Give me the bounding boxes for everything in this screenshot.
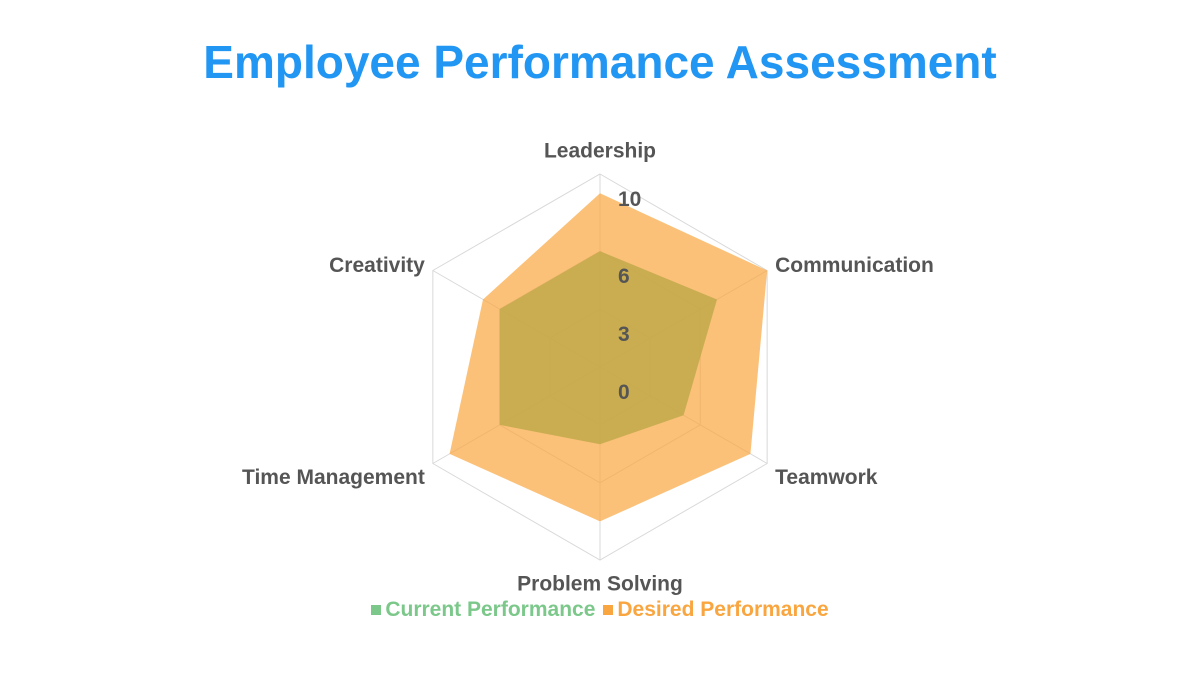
axis-label-problem-solving: Problem Solving [517, 573, 683, 596]
chart-title: Employee Performance Assessment [203, 36, 997, 88]
axis-label-creativity: Creativity [329, 254, 425, 277]
legend: Current Performance Desired Performance [0, 597, 1200, 623]
tick-label: 0 [618, 381, 630, 404]
axis-label-leadership: Leadership [544, 140, 656, 163]
axis-label-teamwork: Teamwork [775, 466, 878, 489]
legend-item-current-performance[interactable]: Current Performance [371, 597, 595, 623]
tick-label: 10 [618, 188, 641, 211]
radar-axis-labels: Leadership Communication Teamwork Problem S… [242, 140, 934, 596]
legend-item-desired-performance[interactable]: Desired Performance [603, 597, 829, 623]
tick-label: 6 [618, 265, 630, 288]
radar-tick-labels: 0 3 6 10 [618, 188, 641, 404]
axis-label-time-management: Time Management [242, 466, 425, 489]
axis-label-communication: Communication [775, 254, 934, 277]
legend-swatch [371, 605, 382, 615]
legend-label: Desired Performance [617, 598, 829, 621]
legend-label: Current Performance [385, 598, 596, 621]
legend-swatch [603, 605, 614, 615]
radar-series [449, 193, 768, 522]
series-area-current-performance [499, 251, 718, 445]
tick-label: 3 [618, 323, 630, 346]
